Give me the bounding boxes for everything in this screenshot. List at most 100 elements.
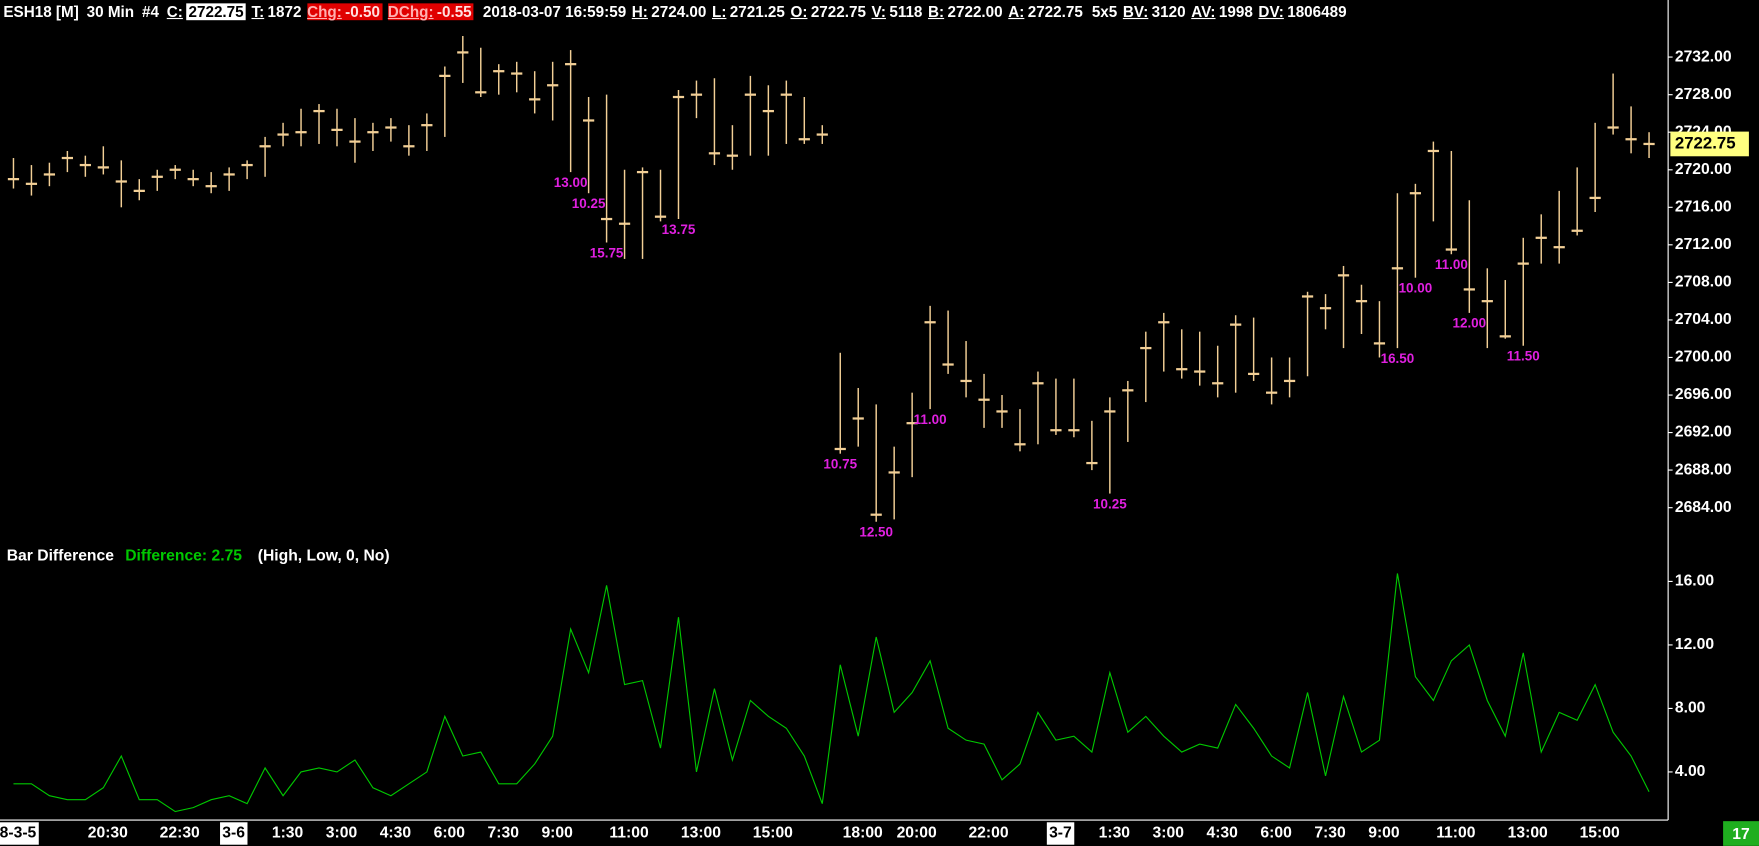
field-value: 3120 xyxy=(1151,3,1186,21)
y-tick-label: 4.00 xyxy=(1675,763,1706,780)
x-tick-label: 22:30 xyxy=(160,825,200,842)
range-label: 15.75 xyxy=(590,245,624,260)
x-tick-label: 6:00 xyxy=(1260,825,1292,842)
header-field: DChg: -0.55 xyxy=(387,3,474,21)
field-value: -0.50 xyxy=(345,3,380,21)
field-label: DChg: xyxy=(387,3,434,21)
header-field: 2018-03-07 16:59:59 xyxy=(480,3,627,21)
pane-title: Bar Difference Difference: 2.75 (High, Low… xyxy=(7,548,390,565)
y-tick-label: 2684.00 xyxy=(1675,499,1732,516)
field-value: 1872 xyxy=(267,3,302,21)
x-tick-label: 11:00 xyxy=(609,825,649,842)
field-value: 2724.00 xyxy=(651,3,707,21)
field-value: 2722.75 xyxy=(186,3,246,21)
x-tick-label: 15:00 xyxy=(753,825,793,842)
y-tick-label: 2728.00 xyxy=(1675,86,1732,103)
range-label: 12.50 xyxy=(859,525,893,540)
x-tick-label: 20:30 xyxy=(88,825,128,842)
x-tick-label: 9:00 xyxy=(541,825,573,842)
field-value: 5x5 xyxy=(1091,3,1118,21)
difference-line: Difference xyxy=(13,573,1650,813)
x-tick-label: 3:00 xyxy=(326,825,358,842)
field-label: C: xyxy=(166,3,183,21)
header-text: 30 Min xyxy=(86,3,135,21)
y-tick-label: 2712.00 xyxy=(1675,236,1732,253)
x-tick-label: 3-6 xyxy=(222,825,245,842)
x-tick-label: 6:00 xyxy=(434,825,466,842)
legend-entry: Difference: 2.75 xyxy=(125,548,242,565)
date-box xyxy=(1046,822,1075,845)
x-tick-label: 7:30 xyxy=(488,825,520,842)
header-text: #4 xyxy=(141,3,159,21)
y-tick-label: 8.00 xyxy=(1675,700,1706,717)
header-field: B: 2722.00 xyxy=(928,3,1003,20)
field-label: T: xyxy=(251,3,265,21)
x-tick-label: 8-3-5 xyxy=(0,825,37,842)
y-tick-label: 2696.00 xyxy=(1675,386,1732,403)
field-value: 2722.00 xyxy=(947,3,1003,21)
field-label: AV: xyxy=(1191,3,1216,21)
field-label: Chg: xyxy=(307,3,342,21)
header-field: AV: 1998 xyxy=(1191,3,1253,20)
y-tick-label: 2708.00 xyxy=(1675,274,1732,291)
x-tick-label: 3-7 xyxy=(1049,825,1072,842)
x-tick-label: 22:00 xyxy=(968,825,1008,842)
y-tick-label: 2720.00 xyxy=(1675,161,1732,178)
field-value: -0.55 xyxy=(436,3,472,21)
y-tick-label: 2700.00 xyxy=(1675,349,1732,366)
last-price-box xyxy=(1670,131,1749,157)
field-label: B: xyxy=(928,3,945,21)
range-label: 10.00 xyxy=(1399,280,1433,295)
x-tick-label: 13:00 xyxy=(681,825,721,842)
x-tick-label: 20:00 xyxy=(897,825,937,842)
x-tick-label: 3:00 xyxy=(1153,825,1185,842)
y-tick-label: 2688.00 xyxy=(1675,461,1732,478)
y-tick-label: 2732.00 xyxy=(1675,48,1732,65)
x-tick-label: 13:00 xyxy=(1508,825,1548,842)
header: ESH18 [M] 30 Min #4 C: 2722.75 T: 1872 Chg: -0.5… xyxy=(0,0,1668,24)
header-field: BV: 3120 xyxy=(1123,3,1186,20)
header-field: C: 2722.75 xyxy=(166,3,246,21)
range-label: 12.00 xyxy=(1452,316,1486,331)
x-tick-label: 9:00 xyxy=(1368,825,1400,842)
field-value: 2722.75 xyxy=(810,3,866,21)
field-value: 2721.25 xyxy=(729,3,785,21)
y-tick-label: 16.00 xyxy=(1675,573,1715,590)
last-price-label: 2722.75 xyxy=(1675,133,1736,152)
x-tick-label: 15:00 xyxy=(1580,825,1620,842)
field-value: 2018-03-07 16:59:59 xyxy=(482,3,627,21)
field-value: 1998 xyxy=(1218,3,1253,21)
range-label: 13.00 xyxy=(554,175,588,190)
x-tick-label: 7:30 xyxy=(1314,825,1346,842)
range-label: 11.00 xyxy=(1435,257,1468,272)
field-value: 1806489 xyxy=(1287,3,1347,21)
header-field: DV: 1806489 xyxy=(1258,3,1346,20)
field-label: V: xyxy=(871,3,886,21)
y-tick-label: 2704.00 xyxy=(1675,311,1732,328)
date-box xyxy=(0,822,39,845)
field-label: BV: xyxy=(1122,3,1149,21)
x-tick-label: 4:30 xyxy=(1206,825,1238,842)
range-label: 11.00 xyxy=(914,412,947,427)
field-label: DV: xyxy=(1258,3,1284,21)
field-value: 2722.75 xyxy=(1027,3,1083,21)
header-field: A: 2722.75 xyxy=(1008,3,1083,20)
header-field: 5x5 xyxy=(1088,3,1117,20)
study-name: Bar Difference xyxy=(7,548,115,565)
x-tick-label: 4:30 xyxy=(380,825,412,842)
status-badge: 17 xyxy=(1723,821,1759,846)
range-label: 13.75 xyxy=(662,222,696,237)
x-tick-label: 18:00 xyxy=(843,825,883,842)
field-label: H: xyxy=(631,3,648,21)
range-label: 10.75 xyxy=(823,456,857,471)
study-params: (High, Low, 0, No) xyxy=(258,548,390,565)
field-value: 5118 xyxy=(889,3,923,21)
y-tick-label: 2716.00 xyxy=(1675,198,1732,215)
range-label: 10.25 xyxy=(572,196,606,211)
header-field: T: 1872 xyxy=(251,3,301,20)
header-field: Chg: -0.50 xyxy=(307,3,383,21)
field-label: L: xyxy=(711,3,727,21)
header-field: O: 2722.75 xyxy=(791,3,866,20)
